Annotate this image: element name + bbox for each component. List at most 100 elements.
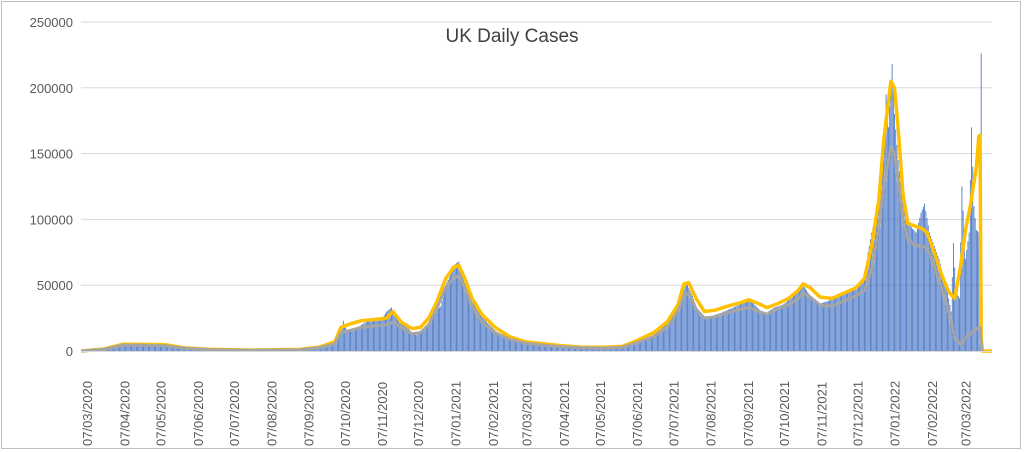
bar [702,315,704,351]
bar [593,348,595,351]
bar [149,345,151,351]
bar [862,279,864,351]
bar [932,242,934,351]
bar [489,325,491,351]
x-tick-label: 07/07/2021 [666,381,681,446]
y-tick-label: 100000 [30,212,73,227]
bar [927,225,929,351]
bar [404,324,406,351]
bar [935,249,936,351]
bar [782,304,784,351]
average-line-yellow [80,79,992,353]
bar [902,201,904,351]
bar [845,293,847,351]
bar [181,347,183,351]
bar [644,339,646,351]
bar [386,311,388,351]
bar-series [81,53,982,352]
bar [511,338,513,351]
bar [791,296,793,351]
bar [332,343,333,351]
bar [966,250,968,351]
bar [679,300,681,351]
bar [407,328,409,351]
x-tick-label: 07/05/2021 [593,381,608,446]
bar [657,331,658,351]
bar [688,287,690,351]
bar [442,295,444,351]
bar [484,320,486,351]
bar [906,221,907,351]
bar [975,229,977,351]
bar [711,315,713,351]
bar [700,315,702,351]
bar [571,347,573,351]
bar [789,299,791,351]
bar [132,344,134,351]
bar [506,336,508,351]
bar [851,290,853,351]
bar [631,344,633,351]
bar [843,294,845,351]
bar [323,345,325,351]
bar [179,347,181,351]
bar [779,305,781,351]
bar [936,252,938,351]
bar [595,348,597,351]
bar [559,345,561,351]
bar [344,324,345,351]
bar [776,306,778,351]
bar [683,289,685,351]
bar [515,340,516,351]
bar [802,285,804,351]
bar [648,338,650,351]
y-tick-label: 250000 [30,15,73,30]
bar [954,267,956,351]
x-tick-label: 07/02/2021 [486,381,501,446]
bar [115,346,117,351]
bar [717,314,719,351]
bar [837,295,839,351]
gridlines [81,21,992,286]
bar [655,332,657,351]
bar [167,346,169,351]
bar [582,347,584,351]
bar [629,344,631,351]
bar [945,287,947,351]
bar [521,341,522,351]
bar [712,315,714,351]
bar [366,321,368,351]
x-tick-label: 07/03/2020 [80,381,95,446]
bar [939,263,941,351]
bar [468,292,469,351]
bar [950,311,952,351]
bar [641,341,643,351]
bar [812,297,814,351]
bar [594,348,596,351]
bar [419,332,421,351]
bar [120,345,122,351]
bar [793,294,794,351]
bar [163,346,165,351]
bar [758,308,759,351]
bar [166,346,167,351]
bar [114,346,116,351]
bar [773,307,775,351]
bar [744,301,746,351]
bar [706,316,708,351]
bar [864,278,865,351]
bar [507,337,509,351]
bar [756,307,758,351]
bar [500,334,502,351]
bar [677,305,679,351]
bar [838,295,840,351]
bar [545,344,546,351]
bar [703,316,705,351]
bar [113,346,114,351]
x-tick-label: 07/12/2021 [850,381,865,446]
bar [617,347,619,351]
bar [447,279,449,351]
bar [570,346,572,351]
bar [904,219,906,351]
bar [910,227,912,351]
